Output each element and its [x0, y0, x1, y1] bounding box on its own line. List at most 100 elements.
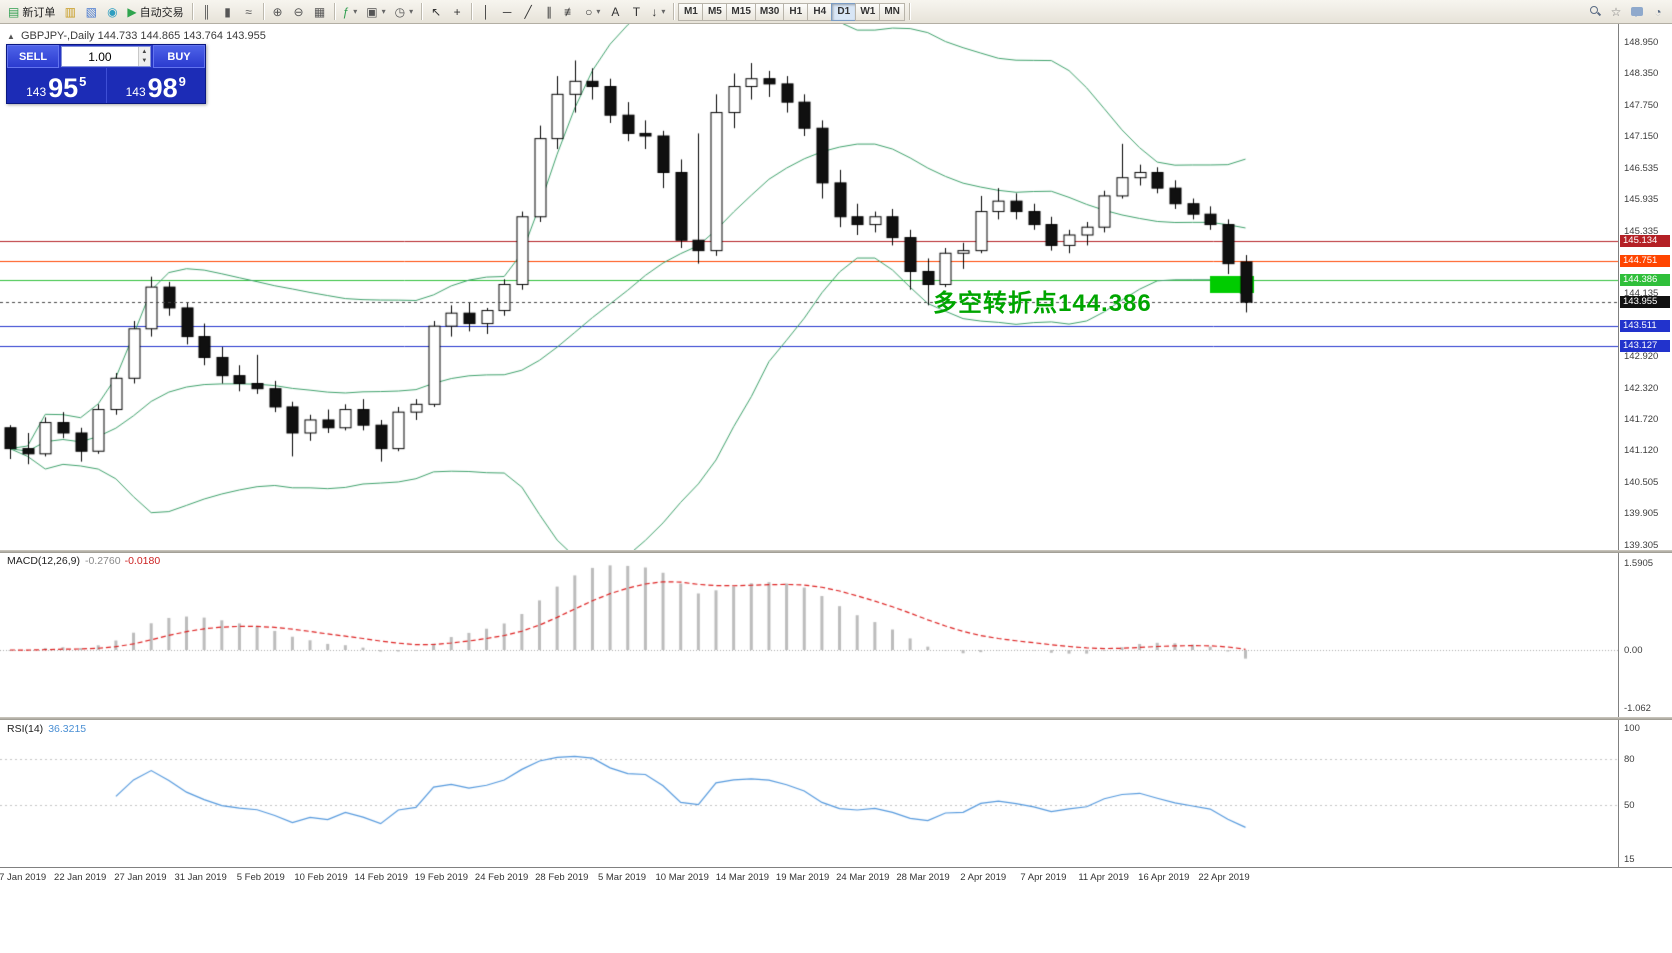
price-tick: 148.350: [1624, 68, 1659, 80]
time-axis[interactable]: 17 Jan 2019 22 Jan 2019 27 Jan 2019 31 Jan …: [0, 867, 1672, 891]
timeframe-mn[interactable]: MN: [879, 2, 905, 21]
date-label: 31 Jan 2019: [174, 872, 227, 883]
volume-stepper[interactable]: ▲ ▼: [61, 46, 151, 67]
crosshair-icon-button[interactable]: +: [447, 2, 467, 22]
shapes-icon-button[interactable]: ○ ▾: [581, 2, 604, 22]
horizontal-line-icon-button[interactable]: ─: [497, 2, 517, 22]
macd-chart-canvas[interactable]: [0, 553, 1618, 717]
date-label: 24 Mar 2019: [836, 872, 890, 883]
price-badge: 143.511: [1620, 319, 1670, 332]
line-chart-icon-button[interactable]: ≈: [239, 2, 259, 22]
search-icon: [1589, 6, 1601, 17]
timeframe-m5[interactable]: M5: [702, 2, 727, 21]
zoom-in-icon-button[interactable]: ⊕: [268, 2, 288, 22]
timeframe-m1[interactable]: M1: [678, 2, 703, 21]
profiles-icon-button[interactable]: ▧: [81, 2, 101, 22]
arrows-icon-button[interactable]: ↓ ▾: [647, 2, 669, 22]
text-label-icon-button[interactable]: T: [626, 2, 646, 22]
date-label: 16 Apr 2019: [1138, 872, 1190, 883]
timeframe-h1[interactable]: H1: [783, 2, 808, 21]
timeframe-m15[interactable]: M15: [726, 2, 755, 21]
bar-chart-icon-button[interactable]: ║: [197, 2, 217, 22]
templates-icon-button[interactable]: ▣ ▾: [362, 2, 389, 22]
price-axis[interactable]: 148.950 148.350 147.750 147.150 146.535 145.9…: [1618, 24, 1672, 867]
macd-main-value: -0.2760: [84, 555, 121, 567]
rsi-chart-canvas[interactable]: [0, 720, 1618, 867]
chevron-down-icon: ▾: [661, 7, 666, 16]
candlestick-chart-icon: ▮: [224, 4, 231, 19]
rsi-name: RSI(14): [7, 723, 44, 735]
price-badge: 144.386: [1620, 274, 1670, 287]
fibonacci-icon-button[interactable]: ≢: [560, 2, 580, 22]
macd-panel-separator[interactable]: [0, 550, 1672, 553]
indicators-icon-button[interactable]: ƒ ▾: [339, 2, 362, 22]
collapse-triangle-icon[interactable]: ▲: [7, 32, 15, 41]
volume-input[interactable]: [62, 47, 138, 66]
price-tick: 144.135: [1624, 288, 1659, 300]
favorites-icon-button[interactable]: ☆: [1606, 2, 1626, 22]
period-icon: ◷: [394, 4, 406, 19]
period-icon-button[interactable]: ◷ ▾: [391, 2, 418, 22]
chat-icon: [1631, 7, 1643, 17]
new-order-button[interactable]: ▤ 新订单: [4, 2, 59, 22]
new-order-button-icon: ▤: [8, 4, 20, 19]
date-label: 14 Mar 2019: [715, 872, 770, 883]
macd-axis-tick: 0.00: [1624, 645, 1643, 656]
price-chart-canvas[interactable]: [0, 24, 1618, 550]
timeframe-d1[interactable]: D1: [831, 2, 856, 21]
vertical-line-icon-button[interactable]: │: [476, 2, 496, 22]
chart-window-icon-button[interactable]: ▥: [60, 2, 80, 22]
new-order-button-label: 新订单: [22, 6, 56, 19]
tile-windows-icon-button[interactable]: ▦: [310, 2, 330, 22]
search-icon-button[interactable]: [1585, 2, 1605, 22]
chevron-down-icon: ▾: [409, 7, 414, 16]
timeframe-w1[interactable]: W1: [855, 2, 880, 21]
volume-spinner: ▲ ▼: [137, 47, 150, 66]
trade-panel-prices: 143 95 5 143 98 9: [7, 68, 205, 103]
rsi-panel-separator[interactable]: [0, 717, 1672, 720]
timeframe-h4[interactable]: H4: [807, 2, 832, 21]
horizontal-line-icon: ─: [502, 4, 512, 19]
buy-button[interactable]: BUY: [153, 45, 205, 68]
date-label: 2 Apr 2019: [960, 872, 1007, 883]
chat-icon-button[interactable]: [1627, 2, 1647, 22]
symbol-name: GBPJPY-,Daily: [20, 30, 95, 42]
price-tick: 147.750: [1624, 99, 1659, 111]
bottom-blank-area: [0, 890, 1672, 953]
rsi-value: 36.3215: [48, 723, 87, 735]
buy-price[interactable]: 143 98 9: [107, 68, 206, 103]
sell-button[interactable]: SELL: [7, 45, 59, 68]
text-icon: A: [611, 4, 620, 19]
cursor-icon-button[interactable]: ↖: [426, 2, 446, 22]
trendline-icon: ╱: [524, 4, 532, 19]
chevron-down-icon: ▾: [353, 7, 358, 16]
data-window-icon-button[interactable]: ◉: [102, 2, 122, 22]
timeframe-m30[interactable]: M30: [754, 2, 784, 21]
sell-price[interactable]: 143 95 5: [7, 68, 106, 103]
autotrading-button[interactable]: ▶ 自动交易: [123, 2, 187, 22]
macd-axis-tick: -1.062: [1624, 703, 1651, 715]
macd-axis-tick: 1.5905: [1624, 557, 1654, 569]
zoom-out-icon-button[interactable]: ⊖: [289, 2, 309, 22]
volume-up-button[interactable]: ▲: [138, 47, 150, 57]
alerts-icon-button[interactable]: ◔: [1648, 2, 1668, 22]
channel-icon-button[interactable]: ∥: [539, 2, 559, 22]
sell-price-big: 95: [48, 73, 79, 104]
shapes-icon: ○: [585, 4, 593, 19]
autotrading-button-label: 自动交易: [139, 6, 184, 19]
candlestick-chart-icon-button[interactable]: ▮: [218, 2, 238, 22]
volume-down-button[interactable]: ▼: [138, 56, 150, 66]
autotrading-button-icon: ▶: [127, 4, 137, 19]
toolbar: ▤ 新订单 ▥ ▧ ◉ ▶ 自动交易 ║ ▮ ≈ ⊕ ⊖ ▦ ƒ ▾ ▣ ▾ ◷ ▾ ↖ + │ ─ ╱ ∥ ≢ ○ ▾ A T ↓ ▾ M1 M…: [0, 0, 1672, 24]
fibonacci-icon: ≢: [564, 4, 577, 19]
trendline-icon-button[interactable]: ╱: [518, 2, 538, 22]
rsi-axis-tick: 80: [1624, 753, 1635, 765]
date-label: 10 Feb 2019: [294, 872, 348, 883]
timeframe-group: M1 M5 M15 M30 H1 H4 D1 W1 MN: [678, 2, 905, 21]
text-icon-button[interactable]: A: [605, 2, 625, 22]
price-tick: 146.535: [1624, 163, 1659, 175]
buy-price-sup: 9: [178, 74, 186, 89]
price-tick: 148.950: [1624, 37, 1659, 49]
date-label: 5 Feb 2019: [236, 872, 285, 883]
date-label: 19 Feb 2019: [414, 872, 469, 883]
